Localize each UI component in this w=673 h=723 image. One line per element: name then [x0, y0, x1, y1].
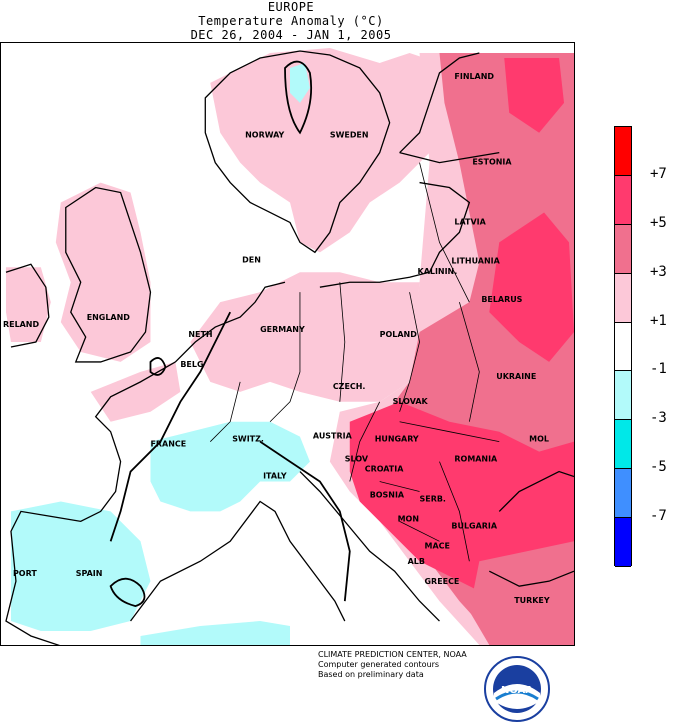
legend-bin: [615, 371, 631, 421]
contour-2: [259, 440, 351, 602]
contour-1: [109, 311, 232, 542]
anomaly-zone-norway-cold: [289, 62, 310, 103]
anomaly-map: FINLAND NORWAY SWEDEN ESTONIA LATVIA LIT…: [0, 42, 575, 646]
label-greece: GREECE: [425, 577, 460, 586]
label-finland: FINLAND: [454, 72, 494, 81]
label-poland: POLAND: [380, 330, 418, 339]
legend-bin: [615, 127, 631, 176]
legend-bin: [615, 420, 631, 470]
anomaly-zone-belarus-deep: [489, 212, 574, 362]
label-spain: SPAIN: [76, 569, 103, 578]
legend-tick-label: -1: [650, 361, 667, 378]
anomaly-zone-alps-cold: [150, 421, 310, 512]
legend-bin: [615, 322, 631, 372]
credit-line-3: Based on preliminary data: [318, 670, 424, 679]
map-period: DEC 26, 2004 - JAN 1, 2005: [190, 28, 392, 42]
label-switzerland: SWITZ.: [232, 435, 264, 444]
legend-bin: [615, 175, 631, 225]
coast-continent-west: [5, 281, 286, 645]
anomaly-zone-finland-deep: [504, 57, 565, 133]
label-slovakia: SLOVAK: [393, 397, 429, 406]
map-subtitle: Temperature Anomaly (°C): [198, 14, 384, 28]
legend-tick-label: -3: [650, 410, 667, 427]
contours: [109, 60, 351, 608]
anomaly-zone-med-cold: [140, 621, 290, 645]
label-portugal: PORT: [13, 569, 37, 578]
noaa-logo-icon: NOAA: [484, 656, 550, 722]
label-macedonia: MACE: [425, 541, 450, 550]
label-ukraine: UKRAINE: [496, 372, 536, 381]
label-croatia: CROATIA: [365, 465, 404, 474]
legend-tick-label: +5: [650, 214, 667, 231]
label-montenegro: MON: [398, 514, 419, 523]
legend-tick-label: -7: [650, 508, 667, 525]
legend-bin: [615, 469, 631, 519]
legend-bin: [615, 273, 631, 323]
label-latvia: LATVIA: [454, 217, 486, 226]
anomaly-zone-iberia-cold: [10, 501, 151, 631]
label-bosnia: BOSNIA: [370, 490, 405, 499]
label-slovenia: SLOV: [345, 455, 369, 464]
label-austria: AUSTRIA: [313, 432, 353, 441]
label-belarus: BELARUS: [481, 295, 522, 304]
legend-tick-label: +3: [650, 263, 667, 280]
coast-scandinavia: [204, 50, 391, 254]
map-region-title: EUROPE: [267, 0, 315, 14]
credit-line-2: Computer generated contours: [318, 660, 440, 669]
coast-blacksea: [489, 470, 574, 587]
anomaly-zone-ireland: [5, 267, 51, 343]
coast-baltic: [319, 181, 471, 288]
anomaly-zone-scandinavia: [210, 48, 445, 253]
label-kaliningrad: KALININ.: [418, 267, 458, 276]
label-turkey: TURKEY: [514, 596, 550, 605]
label-bulgaria: BULGARIA: [451, 521, 497, 530]
label-hungary: HUNGARY: [375, 435, 419, 444]
label-germany: GERMANY: [260, 325, 305, 334]
credit-line-1: CLIMATE PREDICTION CENTER, NOAA: [318, 650, 467, 659]
country-labels: FINLAND NORWAY SWEDEN ESTONIA LATVIA LIT…: [3, 72, 550, 605]
coast-finland: [399, 52, 500, 164]
label-ireland: RELAND: [3, 320, 39, 329]
label-estonia: ESTONIA: [472, 158, 512, 167]
coast-britain: [65, 186, 152, 363]
label-belgium: BELG: [180, 360, 203, 369]
anomaly-zone-turkey-medium: [469, 541, 574, 645]
border-lines: [209, 162, 500, 562]
label-lithuania: LITHUANIA: [451, 256, 500, 265]
label-italy: ITALY: [263, 472, 287, 481]
coast-ireland: [5, 263, 50, 348]
legend-tick-label: +1: [650, 312, 667, 329]
contour-4: [109, 577, 146, 608]
coastlines: [5, 50, 574, 645]
legend-color-bar: [614, 126, 632, 567]
label-albania: ALB: [408, 557, 425, 566]
label-france: FRANCE: [150, 440, 186, 449]
anomaly-zone-balkans-deep: [349, 401, 574, 602]
label-sweden: SWEDEN: [330, 131, 369, 140]
credits: CLIMATE PREDICTION CENTER, NOAA Computer…: [318, 650, 467, 680]
label-serbia: SERB.: [420, 494, 446, 503]
legend-tick-label: -5: [650, 459, 667, 476]
label-norway: NORWAY: [245, 131, 284, 140]
label-denmark: DEN: [242, 255, 261, 264]
anomaly-fill: [5, 48, 574, 645]
label-moldova: MOL: [529, 435, 549, 444]
anomaly-zone-britain: [55, 182, 151, 362]
anomaly-zone-france-west: [90, 361, 181, 422]
coast-med: [130, 471, 440, 622]
label-netherlands: NETH: [188, 330, 212, 339]
contour-5: [149, 357, 167, 376]
legend-bin: [615, 518, 631, 567]
label-romania: ROMANIA: [454, 455, 498, 464]
legend-bin: [615, 224, 631, 274]
logo-text: NOAA: [501, 685, 533, 696]
contour-3: [284, 60, 313, 135]
anomaly-zone-central: [190, 272, 420, 402]
label-czech: CZECH.: [333, 382, 366, 391]
legend-tick-label: +7: [650, 165, 667, 182]
label-england: ENGLAND: [87, 313, 131, 322]
